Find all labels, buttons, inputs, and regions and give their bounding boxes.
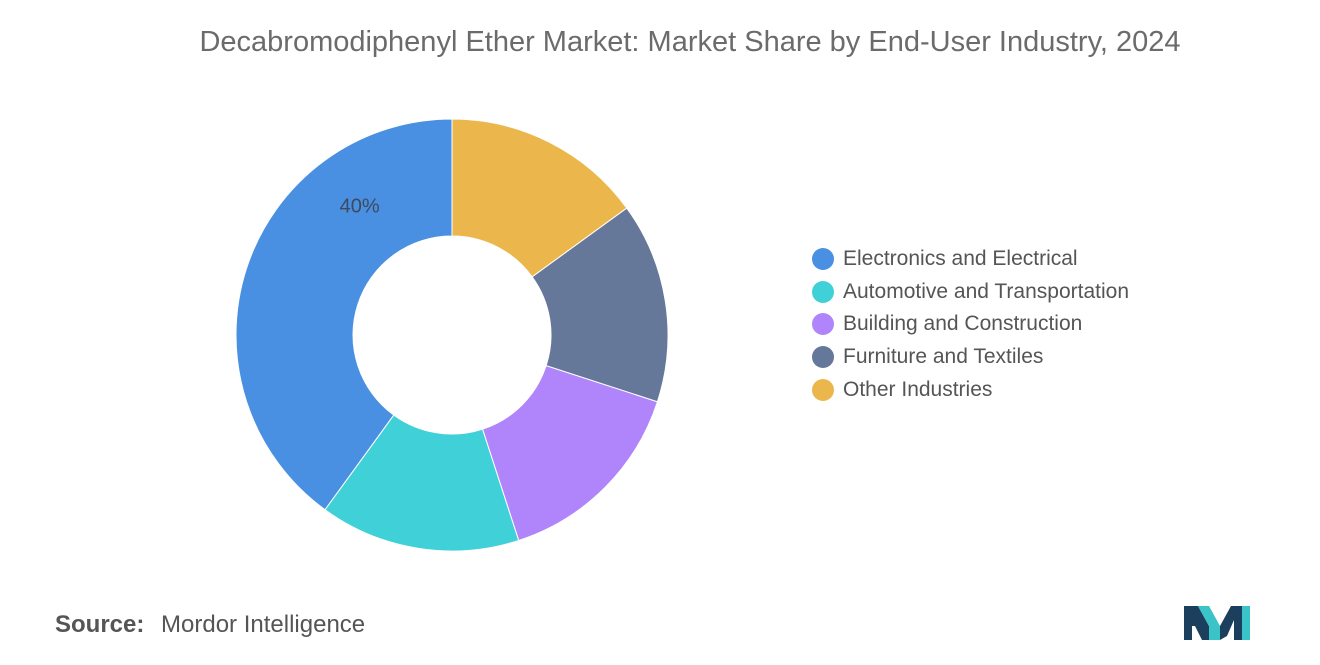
legend-swatch-automotive: [812, 280, 834, 303]
legend-label: Other Industries: [843, 377, 993, 401]
legend-item-electronics: Electronics and Electrical: [812, 243, 1129, 276]
donut-slice-other: [451, 118, 628, 278]
donut-slice-building: [481, 364, 659, 542]
legend-swatch-furniture: [812, 346, 834, 369]
legend-swatch-building: [812, 313, 834, 336]
data-label-electronics: 40%: [340, 196, 380, 218]
chart-title: Decabromodiphenyl Ether Market: Market S…: [199, 26, 1181, 58]
source-value: Mordor Intelligence: [161, 611, 366, 638]
legend-swatch-other: [812, 378, 834, 401]
source-label: Source:: [55, 611, 145, 638]
chart-legend: Electronics and Electrical Automotive an…: [812, 243, 1129, 406]
mordor-intelligence-logo-icon: [1184, 606, 1250, 640]
source-note: Source: Mordor Intelligence: [55, 611, 365, 639]
legend-item-other: Other Industries: [812, 373, 1129, 406]
legend-item-furniture: Furniture and Textiles: [812, 341, 1129, 374]
legend-label: Furniture and Textiles: [843, 345, 1044, 369]
legend-item-building: Building and Construction: [812, 308, 1129, 341]
legend-swatch-electronics: [812, 248, 834, 271]
legend-label: Automotive and Transportation: [843, 279, 1130, 303]
legend-label: Electronics and Electrical: [843, 247, 1078, 271]
donut-slice-electronics: [235, 118, 453, 511]
legend-label: Building and Construction: [843, 312, 1083, 336]
legend-item-automotive: Automotive and Transportation: [812, 276, 1129, 309]
donut-slice-furniture: [531, 207, 669, 403]
donut-slice-automotive: [324, 414, 520, 552]
